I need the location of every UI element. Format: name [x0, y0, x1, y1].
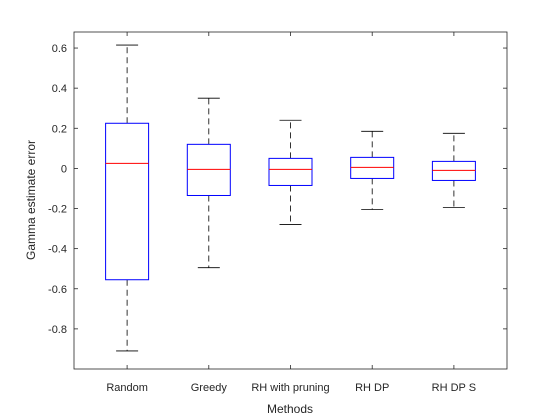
y-tick-label: 0.6: [52, 43, 67, 55]
y-tick-label: -0.6: [48, 284, 67, 296]
y-tick-label: -0.4: [48, 244, 67, 256]
y-tick-label: -0.2: [48, 204, 67, 216]
plot-area: -0.8-0.6-0.4-0.200.20.40.6 Random Greedy R…: [48, 31, 508, 394]
x-tick-label: RH with pruning: [251, 382, 329, 394]
y-tick-label: 0: [61, 163, 67, 175]
box-group-4: [431, 132, 476, 208]
y-axis: -0.8 -0.6 -0.4 -0.2 0 0.2 0.4 0.6: [48, 43, 507, 336]
iqr-box: [350, 156, 395, 179]
x-tick-label: Greedy: [191, 382, 228, 394]
box-group-0: [105, 44, 150, 352]
box-group-1: [186, 97, 231, 269]
y-tick-label: 0.4: [52, 83, 67, 95]
box-group-3: [350, 130, 395, 210]
x-axis: Random Greedy RH with pruning RH DP RH DP S: [106, 32, 476, 394]
x-tick-label: RH DP S: [432, 382, 476, 394]
y-axis-label: Gamma estimate error: [24, 140, 38, 260]
iqr-box: [186, 143, 231, 196]
y-tick-label: 0.2: [52, 123, 67, 135]
box-group-2: [268, 119, 313, 225]
iqr-box: [105, 122, 150, 281]
x-tick-label: Random: [106, 382, 148, 394]
y-tick-label: -0.8: [48, 324, 67, 336]
x-axis-label: Methods: [267, 402, 313, 416]
x-tick-label: RH DP: [355, 382, 389, 394]
boxes-layer: [105, 44, 476, 352]
iqr-box: [431, 160, 476, 181]
iqr-box: [268, 157, 313, 186]
